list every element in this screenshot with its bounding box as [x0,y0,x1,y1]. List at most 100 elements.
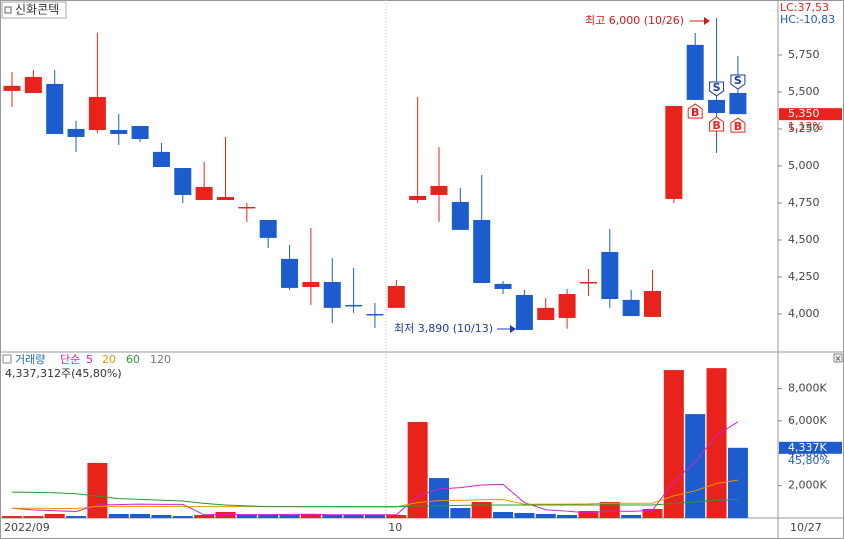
volume-bar [450,507,471,518]
volume-bar [727,447,748,518]
volume-bar [215,512,236,518]
volume-bar [429,478,449,518]
candle-body [515,295,533,330]
volume-bar [322,515,343,518]
volume-bar [599,501,620,518]
candle-body [345,304,363,307]
candle-body [24,77,42,93]
volume-bar [557,515,578,518]
candle-body [302,281,320,288]
volume-bar [279,515,300,518]
candle-body [259,219,277,238]
buy-signal: B [691,106,699,119]
sell-signal-box [730,74,746,90]
y-tick-label: 2,000K [788,479,827,492]
candle-body [473,219,491,284]
ma-line [11,421,739,516]
candle-body [152,151,170,167]
volume-bar [2,516,22,518]
candle-body [3,85,21,91]
method-label: 단순 [60,353,80,366]
candle-body [686,44,704,100]
y-tick-label: 4,750 [788,196,820,209]
volume-bar [514,512,535,518]
candle-body [644,291,661,317]
date-label: 10/27 [790,521,822,534]
candle-body [281,258,299,288]
buy-signal-box [730,117,746,133]
volume-bar [66,516,87,518]
y-tick-label: 4,500 [788,233,820,246]
volume-bar [493,512,514,518]
candle-body [366,313,384,316]
volume-bar [407,422,428,518]
candle-body [217,197,234,200]
volume-bar [471,501,492,518]
volume-bar [535,513,556,518]
buy-signal: B [734,120,742,133]
y-tick-label: 5,500 [788,85,820,98]
volume-bar [343,515,364,518]
volume-bar [130,513,151,518]
volume-bar [23,516,44,518]
high-arrow-head [704,17,710,25]
y-tick-label: 6,000K [788,414,827,427]
candle-body [46,83,64,134]
hc-label: HC:-10,83 [780,13,835,26]
volume-bar [44,513,65,518]
x-tick-label: 2022/09 [4,521,50,534]
close-button[interactable] [833,353,843,363]
candle-body [579,281,597,284]
candle-body [708,99,726,113]
volume-bar [87,462,108,518]
stock-title: 신화콘텍 [15,3,59,17]
current-volume-box [779,441,842,454]
candle-body [537,307,555,321]
candle-body [387,285,405,308]
candle-body [195,186,213,200]
candle-body [430,185,448,195]
volume-summary: 4,337,312주(45,80%) [5,367,122,380]
lc-label: LC:37,53 [780,1,829,14]
candle-body [110,129,128,134]
sell-signal: S [713,81,721,94]
title-box[interactable] [1,1,67,19]
candle-body [88,96,106,130]
volume-bar [258,515,279,518]
legend-entry: 20 [102,353,116,366]
change-label: 1,13% [788,120,823,133]
candle-body [601,251,619,300]
high-annotation: 최고 6,000 (10/26) [585,14,684,27]
legend-entry: 5 [86,353,93,366]
sell-signal: S [734,74,742,87]
buy-signal-box [709,116,725,132]
candle-body [558,293,576,318]
x-tick-label: 10 [388,521,402,534]
sell-signal-box [709,81,725,97]
low-arrow-head [510,325,516,333]
candle-body [494,283,512,289]
volume-bar [621,515,642,518]
buy-signal: B [712,119,720,132]
volume-bar [151,515,172,518]
volume-ratio: 45,80% [788,454,830,467]
volume-title: 거래량 [15,353,45,366]
volume-bar [194,515,215,518]
candle-body [409,196,427,200]
candle-body [238,206,256,209]
y-tick-label: 5,250 [788,122,820,135]
candle-body [131,125,149,140]
panel-icon [2,354,12,364]
volume-bar [236,515,257,518]
candle-body [451,201,469,230]
volume-bar [642,508,663,518]
candle-body [622,299,640,317]
current-price-box [779,108,842,121]
volume-bar [578,511,599,518]
y-tick-label: 5,750 [788,48,820,61]
candle-body [665,106,683,199]
ma-line [11,491,738,508]
current-price: 5,350 [788,107,820,120]
